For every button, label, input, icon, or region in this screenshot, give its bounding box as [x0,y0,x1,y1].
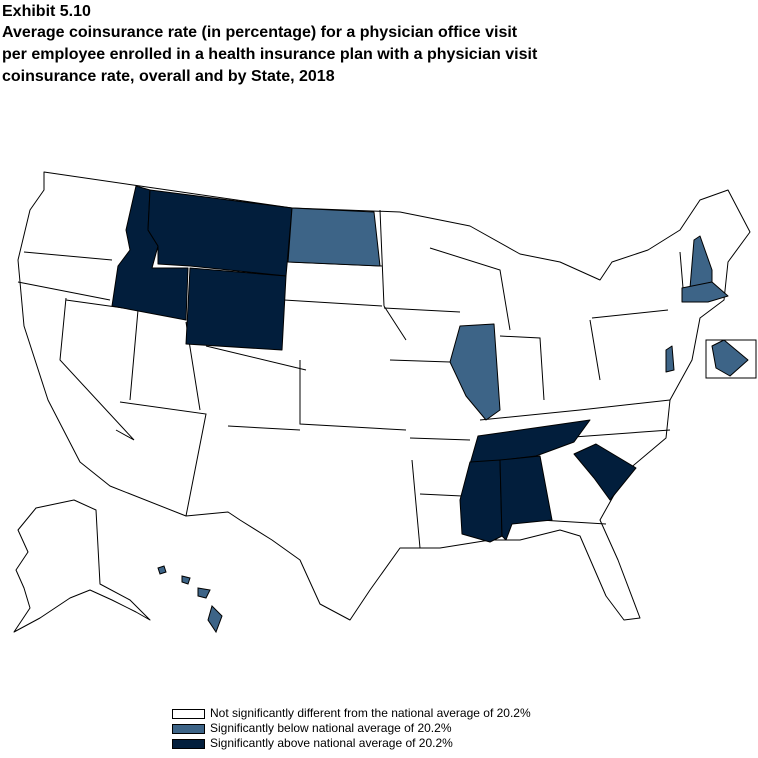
legend-swatch-not-significant [172,708,205,719]
state-tennessee[interactable] [469,419,591,465]
state-new-hampshire[interactable] [689,235,713,289]
border-ks-ok [299,360,407,431]
border-mn-wi [379,209,407,341]
border-ky-va [479,399,671,421]
title-line-1: Average coinsurance rate (in percentage)… [2,24,518,41]
title-line-2: per employee enrolled in a health insura… [2,46,538,63]
border-oh-pa [589,319,601,381]
border-pa-ny [591,309,669,319]
state-delaware[interactable] [665,345,675,373]
legend-label-above: Significantly above national average of … [210,736,453,750]
state-massachusetts[interactable] [681,281,729,303]
border-co-ks [205,345,307,371]
legend-label-not-significant: Not significantly different from the nat… [210,706,531,720]
exhibit-label: Exhibit 5.10 [2,3,91,20]
title-line-3: coinsurance rate, overall and by State, … [2,68,335,85]
legend-item-not-significant: Not significantly different from the nat… [172,706,531,721]
map-title: Average coinsurance rate (in percentage)… [2,22,742,88]
legend-swatch-above [172,738,205,749]
hawaii-kauai [157,565,167,575]
legend-label-below: Significantly below national average of … [210,721,452,735]
border-tx-ok [227,425,301,431]
border-wi-mi [429,247,511,331]
legend-swatch-below [172,723,205,734]
border-ca-nv [59,297,135,441]
hawaii-big-island [207,605,223,634]
hawaii-maui [197,587,211,599]
border-or-ca [17,281,111,301]
border-mn-ia [383,307,461,313]
border-in-oh [499,335,545,401]
border-ia-mo [389,359,451,363]
legend: Not significantly different from the nat… [172,706,531,751]
legend-item-below: Significantly below national average of … [172,721,531,736]
state-wyoming[interactable] [185,267,287,351]
border-az-nm [119,401,207,517]
state-dc-inset[interactable] [711,339,749,377]
state-illinois[interactable] [449,323,501,421]
states-above-average [111,185,637,543]
state-hawaii[interactable] [157,565,223,634]
state-montana[interactable] [147,189,293,277]
border-mo-ar [409,437,471,441]
dc-inset-frame [705,339,757,379]
states-below-average [157,207,749,634]
legend-item-above: Significantly above national average of … [172,736,531,751]
border-tx-la [411,459,421,549]
hawaii-oahu [181,575,191,585]
border-ne-sd [283,299,383,307]
state-alabama[interactable] [499,455,553,541]
state-alaska[interactable] [13,499,151,633]
border-wa-or [23,251,113,261]
state-north-dakota[interactable] [287,207,381,267]
border-ga-fl [539,519,607,525]
state-south-carolina[interactable] [573,443,637,501]
border-ar-la [419,493,463,497]
